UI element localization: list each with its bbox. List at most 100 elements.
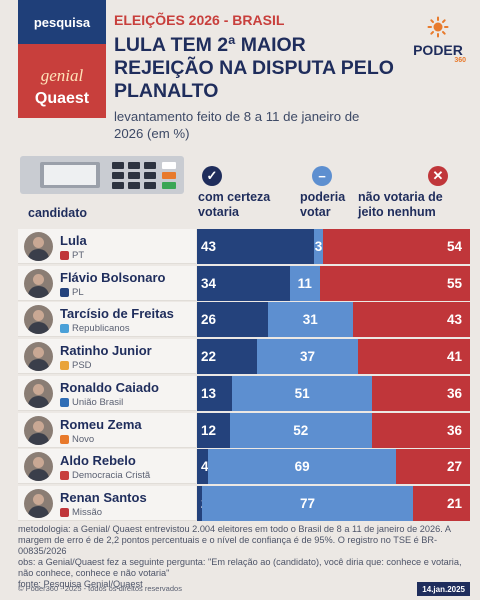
- bar-label: 52: [293, 422, 309, 438]
- party-name: Democracia Cristã: [72, 470, 151, 482]
- column-header-candidate: candidato: [28, 206, 88, 220]
- bar-label: 43: [201, 239, 217, 254]
- stacked-bar: 34 11 55: [197, 265, 470, 301]
- candidate-name: Renan Santos: [60, 489, 147, 505]
- bar-label: 13: [201, 385, 217, 401]
- bar-maybe: 52: [229, 412, 372, 448]
- table-row: Flávio Bolsonaro PL 34 11 55: [18, 265, 470, 301]
- bar-label: 36: [446, 422, 462, 438]
- bar-certain: 12: [197, 412, 230, 448]
- bar-never: 36: [371, 412, 470, 448]
- column-header-never: não votaria de jeito nenhum: [358, 190, 443, 219]
- bar-label: 36: [446, 385, 462, 401]
- methodology-text: metodologia: a Genial/ Quaest entrevisto…: [18, 524, 451, 556]
- avatar: [24, 342, 53, 372]
- avatar: [24, 415, 53, 445]
- table-row: Ratinho Junior PSD 22 37 41: [18, 339, 470, 375]
- candidate-cell: Lula PT: [18, 229, 196, 264]
- table-row: Ronaldo Caiado União Brasil 13 51 36: [18, 375, 470, 411]
- candidate-name: Ronaldo Caiado: [60, 379, 159, 395]
- stacked-bar: 4 69 27: [197, 449, 470, 485]
- bar-never: 41: [358, 339, 470, 375]
- party-label: PL: [60, 287, 84, 298]
- party-label: PT: [60, 250, 84, 261]
- bar-label: 77: [300, 495, 316, 511]
- candidate-cell: Romeu Zema Novo: [18, 412, 196, 448]
- stacked-bar: 43 3 54: [197, 229, 470, 264]
- party-label: Democracia Cristã: [60, 470, 150, 481]
- party-label: PSD: [60, 360, 92, 371]
- party-logo-icon: [60, 287, 69, 297]
- party-name: Missão: [72, 506, 103, 518]
- candidate-cell: Tarcísio de Freitas Republicanos: [18, 302, 196, 338]
- poder360-number: 360: [454, 57, 466, 64]
- candidate-cell: Ratinho Junior PSD: [18, 339, 196, 375]
- bar-never: 27: [396, 449, 470, 485]
- bar-never: 55: [319, 265, 470, 301]
- bar-maybe: 3: [314, 229, 323, 264]
- brand-genial: genial: [40, 66, 84, 85]
- bar-maybe: 37: [257, 339, 359, 375]
- party-label: Novo: [60, 434, 94, 445]
- party-logo-icon: [60, 471, 69, 481]
- candidate-cell: Renan Santos Missão: [18, 485, 196, 521]
- question-text: obs: a Genial/Quaest fez a seguinte perg…: [18, 557, 462, 578]
- candidate-cell: Aldo Rebelo Democracia Cristã: [18, 449, 196, 485]
- bar-maybe: 77: [202, 485, 413, 521]
- bar-label: 43: [446, 312, 462, 328]
- footer: © Poder360 - 2025 - todos os direitos re…: [18, 582, 470, 596]
- bar-label: 34: [201, 275, 217, 291]
- candidate-name: Aldo Rebelo: [60, 453, 136, 469]
- bar-label: 21: [446, 495, 462, 511]
- party-name: União Brasil: [72, 396, 124, 408]
- bar-label: 22: [201, 349, 217, 365]
- table-row: Renan SantosMissão27721: [18, 485, 470, 521]
- party-logo-icon: [60, 251, 69, 260]
- candidate-name: Flávio Bolsonaro: [60, 269, 166, 285]
- stacked-bar: 26 31 43: [197, 302, 470, 338]
- party-logo-icon: [60, 361, 69, 371]
- bar-label: 31: [302, 312, 318, 328]
- column-header-maybe: poderia votar: [300, 190, 346, 219]
- bar-label: 12: [201, 422, 217, 438]
- party-label: União Brasil: [60, 397, 123, 408]
- subtitle: levantamento feito de 8 a 11 de janeiro …: [114, 109, 360, 141]
- bar-never: 36: [371, 375, 470, 411]
- party-name: Republicanos: [72, 323, 130, 335]
- methodology-note: metodologia: a Genial/ Quaest entrevisto…: [18, 524, 470, 590]
- party-name: PT: [72, 250, 85, 261]
- party-name: Novo: [72, 433, 95, 445]
- brand-tag: pesquisa: [18, 0, 106, 44]
- poder360-logo: PODER: [413, 42, 463, 58]
- bar-maybe: 11: [289, 265, 320, 301]
- minus-icon: −: [312, 166, 332, 186]
- party-label: Missão: [60, 507, 102, 518]
- candidate-name: Romeu Zema: [60, 416, 142, 432]
- bar-certain: 43: [197, 229, 315, 264]
- bar-label: 11: [297, 275, 312, 291]
- bar-certain: 4: [197, 449, 209, 485]
- bar-certain: 22: [197, 339, 258, 375]
- bar-certain: 34: [197, 265, 290, 301]
- bar-maybe: 31: [267, 302, 353, 338]
- check-icon: ✓: [202, 166, 222, 186]
- stacked-bar: 27721: [197, 485, 470, 521]
- table-row: Tarcísio de Freitas Republicanos 26 31 43: [18, 302, 470, 338]
- bar-label: 41: [446, 349, 462, 365]
- eyebrow: ELEIÇÕES 2026 - BRASIL: [114, 12, 285, 28]
- candidate-cell: Ronaldo Caiado União Brasil: [18, 375, 196, 411]
- avatar: [24, 488, 53, 518]
- avatar: [24, 232, 53, 261]
- bar-certain: 13: [197, 375, 233, 411]
- brand-quaest: Quaest: [34, 90, 90, 107]
- avatar: [24, 378, 53, 408]
- bar-maybe: 51: [232, 375, 372, 411]
- table-row: Lula PT 43 3 54: [18, 229, 470, 264]
- bar-label: 69: [294, 459, 310, 475]
- bar-never: 21: [412, 485, 470, 521]
- candidate-name: Lula: [60, 233, 87, 248]
- party-label: Republicanos: [60, 323, 130, 334]
- bar-label: 54: [446, 239, 462, 254]
- bar-certain: 26: [197, 302, 268, 338]
- close-icon: ✕: [428, 166, 448, 186]
